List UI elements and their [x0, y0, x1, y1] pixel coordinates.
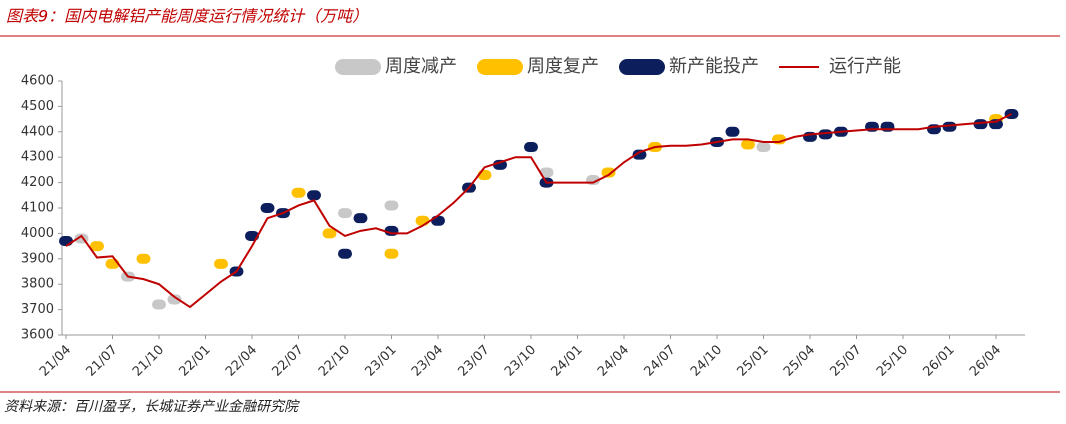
x-tick-label: 26/01	[921, 343, 958, 380]
marker	[741, 139, 755, 150]
marker	[260, 203, 275, 213]
x-tick-label: 22/07	[270, 343, 307, 380]
chart-title: 图表9：国内电解铝产能周度运行情况统计（万吨）	[6, 7, 368, 26]
marker	[152, 299, 166, 310]
marker	[632, 149, 647, 160]
y-tick-label: 4600	[21, 74, 54, 89]
y-tick-label: 3800	[21, 277, 54, 292]
y-tick-label: 4000	[21, 226, 54, 241]
y-tick-label: 3900	[21, 251, 54, 266]
marker	[539, 167, 554, 178]
source: 资料来源：百川盈孚，长城证券产业金融研究院	[4, 399, 300, 415]
x-tick-label: 22/04	[223, 343, 260, 380]
marker	[214, 258, 228, 269]
y-tick-label: 4400	[21, 124, 54, 139]
y-tick-label: 3700	[21, 302, 54, 317]
marker	[524, 142, 538, 153]
marker	[307, 190, 321, 201]
x-tick-label: 21/10	[130, 343, 167, 380]
marker	[415, 215, 430, 226]
marker	[136, 253, 151, 264]
x-tick-label: 24/01	[549, 343, 586, 380]
marker	[756, 142, 771, 153]
legend-label: 运行产能	[829, 56, 901, 77]
marker	[601, 167, 616, 178]
x-tick-label: 25/10	[874, 343, 911, 380]
y-tick-label: 3600	[21, 328, 54, 343]
marker	[338, 208, 352, 219]
legend-swatch	[619, 59, 665, 75]
marker	[338, 248, 352, 259]
x-tick-label: 25/01	[735, 343, 772, 380]
legend-label: 新产能投产	[669, 56, 759, 77]
x-tick-label: 23/04	[409, 343, 446, 380]
marker	[384, 248, 399, 259]
marker	[291, 187, 306, 198]
x-tick-label: 25/07	[828, 343, 865, 380]
x-tick-label: 24/07	[642, 343, 679, 380]
line	[65, 113, 1012, 309]
marker	[90, 241, 104, 252]
marker	[725, 126, 740, 137]
x-tick-label: 23/07	[456, 343, 493, 380]
x-tick-label: 23/01	[363, 343, 400, 380]
y-tick-label: 4300	[21, 150, 54, 165]
marker	[59, 236, 73, 247]
y-tick-label: 4500	[21, 99, 54, 114]
marker	[493, 159, 507, 170]
x-tick-label: 21/04	[37, 343, 74, 380]
x-tick-label: 26/04	[967, 343, 1004, 380]
x-tick-label: 23/10	[502, 343, 539, 380]
legend-swatch	[477, 59, 523, 75]
marker	[353, 213, 368, 224]
legend-label: 周度复产	[527, 56, 599, 77]
legend-swatch	[335, 59, 381, 75]
x-tick-label: 22/10	[316, 343, 353, 380]
x-tick-label: 24/10	[688, 343, 725, 380]
marker	[431, 215, 445, 226]
y-tick-label: 4200	[21, 175, 54, 190]
x-tick-label: 24/04	[595, 343, 632, 380]
marker	[167, 294, 182, 305]
y-tick-label: 4100	[21, 201, 54, 216]
marker	[322, 228, 337, 239]
legend-label: 周度减产	[385, 56, 457, 77]
x-tick-label: 21/07	[84, 343, 121, 380]
marker	[384, 200, 399, 211]
x-tick-label: 25/04	[781, 343, 818, 380]
x-tick-label: 22/01	[177, 343, 214, 380]
